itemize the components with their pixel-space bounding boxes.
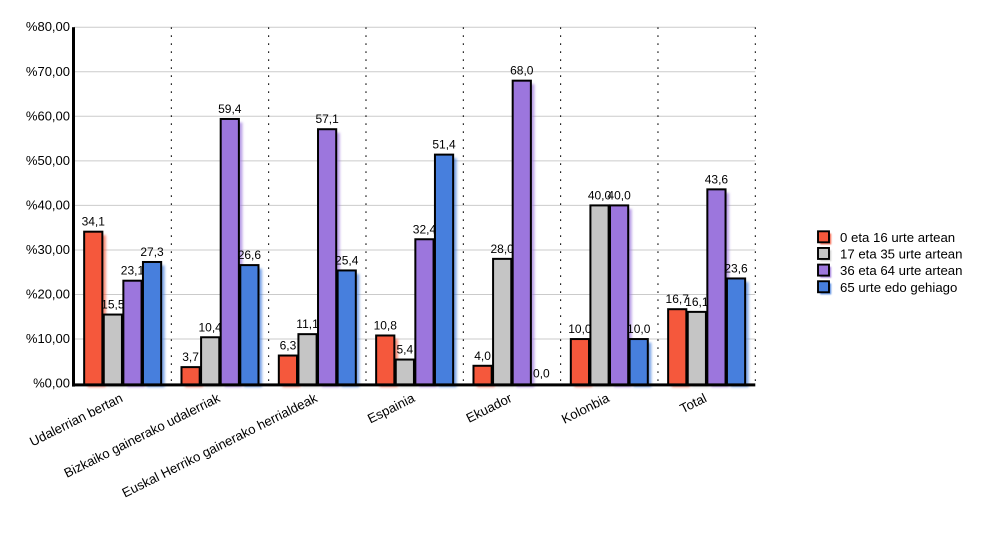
svg-text:3,7: 3,7 [182, 350, 199, 364]
svg-text:0,0: 0,0 [533, 367, 550, 381]
svg-text:10,0: 10,0 [568, 322, 592, 336]
svg-text:43,6: 43,6 [705, 172, 729, 186]
svg-text:65 urte edo gehiago: 65 urte edo gehiago [840, 280, 957, 295]
svg-text:%70,00: %70,00 [26, 64, 70, 79]
svg-text:27,3: 27,3 [140, 245, 164, 259]
svg-text:59,4: 59,4 [218, 102, 242, 116]
svg-text:57,1: 57,1 [315, 112, 339, 126]
svg-text:%40,00: %40,00 [26, 197, 70, 212]
svg-text:15,5: 15,5 [101, 298, 125, 312]
svg-text:17 eta 35 urte artean: 17 eta 35 urte artean [840, 246, 962, 261]
svg-text:4,0: 4,0 [474, 349, 491, 363]
svg-text:68,0: 68,0 [510, 64, 534, 78]
svg-text:0 eta 16 urte artean: 0 eta 16 urte artean [840, 230, 955, 245]
svg-text:34,1: 34,1 [82, 215, 106, 229]
svg-text:10,4: 10,4 [199, 320, 223, 334]
svg-text:%20,00: %20,00 [26, 287, 70, 302]
svg-text:23,1: 23,1 [121, 264, 145, 278]
svg-text:28,0: 28,0 [491, 242, 515, 256]
svg-text:16,7: 16,7 [666, 292, 690, 306]
svg-text:16,1: 16,1 [685, 295, 709, 309]
svg-text:11,1: 11,1 [296, 317, 319, 331]
svg-text:10,0: 10,0 [627, 322, 651, 336]
svg-text:10,8: 10,8 [374, 318, 398, 332]
svg-text:36 eta 64 urte artean: 36 eta 64 urte artean [840, 263, 962, 278]
svg-text:%80,00: %80,00 [26, 19, 70, 34]
svg-text:%30,00: %30,00 [26, 242, 70, 257]
svg-text:51,4: 51,4 [432, 138, 456, 152]
svg-text:%60,00: %60,00 [26, 108, 70, 123]
svg-text:5,4: 5,4 [397, 343, 414, 357]
svg-text:23,6: 23,6 [724, 261, 748, 275]
svg-text:%0,00: %0,00 [33, 376, 70, 391]
svg-text:40,0: 40,0 [607, 188, 631, 202]
svg-text:6,3: 6,3 [280, 339, 297, 353]
svg-text:32,4: 32,4 [413, 222, 437, 236]
svg-text:26,6: 26,6 [238, 248, 262, 262]
svg-text:25,4: 25,4 [335, 253, 359, 267]
svg-text:%50,00: %50,00 [26, 153, 70, 168]
svg-text:%10,00: %10,00 [26, 331, 70, 346]
svg-text:40,0: 40,0 [588, 188, 612, 202]
